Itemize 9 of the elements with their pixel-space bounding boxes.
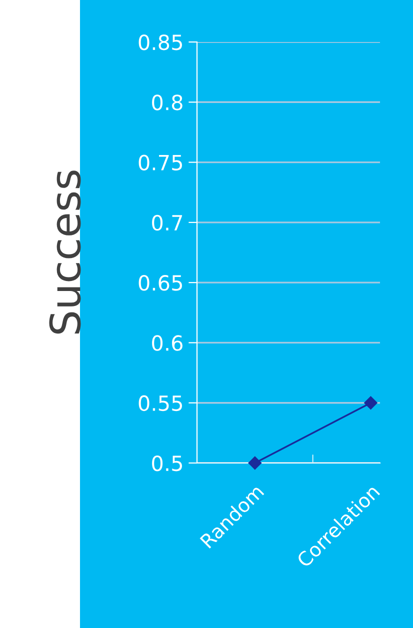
y-axis-title: Success xyxy=(49,170,81,334)
y-tick-label: 0.7 xyxy=(152,214,182,231)
y-tick-label: 0.85 xyxy=(138,34,182,50)
y-tick-label: 0.5 xyxy=(152,455,182,472)
y-tick-label: 0.6 xyxy=(152,335,182,351)
y-tick-label: 0.65 xyxy=(138,275,182,291)
y-tick-label: 0.75 xyxy=(138,154,182,170)
y-tick-label: 0.8 xyxy=(152,94,182,110)
y-tick-label: 0.55 xyxy=(138,395,182,412)
